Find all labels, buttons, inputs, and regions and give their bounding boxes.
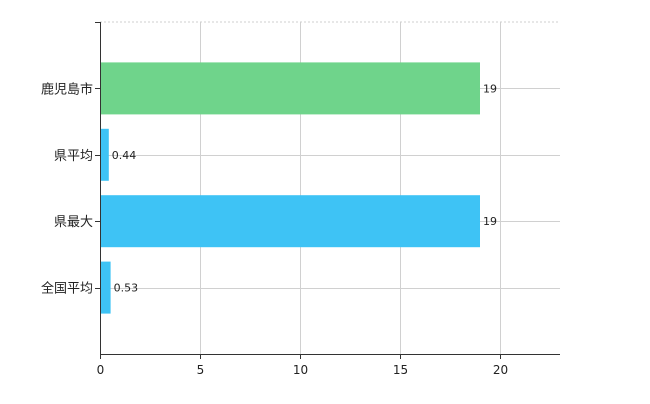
data-label: 0.44 [112,149,137,162]
category-label: 鹿児島市 [41,81,93,97]
bar-4 [100,261,111,314]
data-label: 19 [483,215,497,228]
bar-2 [100,128,109,181]
category-label: 県最大 [54,215,93,230]
x-tick-label: 0 [97,363,105,377]
labels: 0 5 10 15 20 19 鹿児島市 0.44 県平均 19 県最大 0.53 全国平均 [41,81,508,377]
x-tick-label: 10 [293,363,308,377]
data-label: 0.53 [114,282,139,295]
axes [95,22,560,359]
data-label: 19 [483,82,497,95]
category-label: 県平均 [54,149,93,164]
bar-3 [100,195,480,248]
x-tick-label: 20 [493,363,508,377]
category-label: 全国平均 [41,281,93,297]
x-tick-label: 15 [393,363,408,377]
x-tick-label: 5 [197,363,205,377]
bar-1 [100,62,480,115]
bars [100,62,480,314]
